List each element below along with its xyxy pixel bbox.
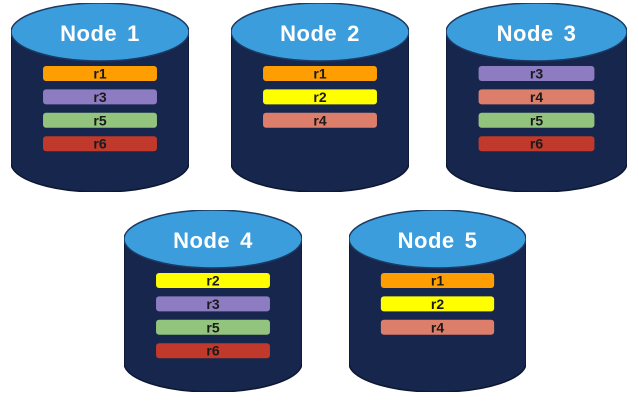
svg-text:r1: r1 [93,66,106,82]
svg-text:r4: r4 [313,112,326,128]
svg-text:r1: r1 [313,66,326,82]
svg-text:r2: r2 [313,89,326,105]
svg-text:r6: r6 [530,136,543,152]
svg-text:r5: r5 [530,112,543,128]
svg-text:r3: r3 [206,296,219,312]
svg-text:r3: r3 [93,89,106,105]
svg-text:r5: r5 [93,112,106,128]
svg-text:r6: r6 [206,343,219,359]
svg-text:r1: r1 [431,273,444,289]
svg-text:r5: r5 [206,319,219,335]
svg-text:r2: r2 [206,273,219,289]
svg-text:r2: r2 [431,296,444,312]
svg-text:r4: r4 [431,319,444,335]
svg-text:r4: r4 [530,89,543,105]
svg-text:r6: r6 [93,136,106,152]
svg-text:r3: r3 [530,66,543,82]
